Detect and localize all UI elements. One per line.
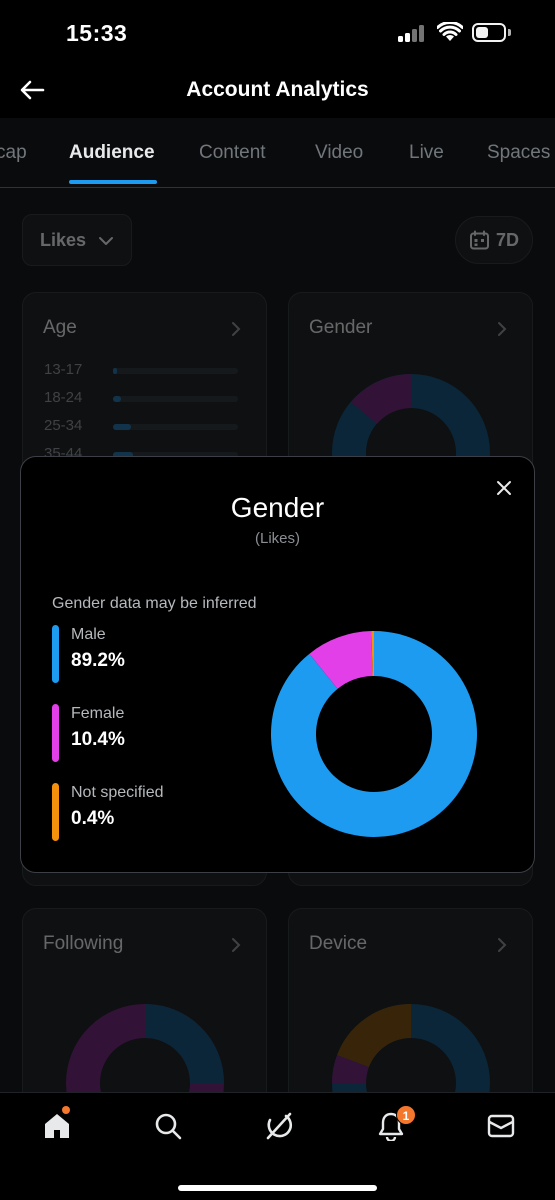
legend-label-female: Female [71, 705, 125, 722]
chevron-right-icon [498, 322, 507, 336]
age-row-bar [113, 424, 238, 430]
legend-label-not-specified: Not specified [71, 784, 164, 801]
home-icon[interactable] [42, 1111, 72, 1141]
gender-card-title: Gender [309, 317, 373, 338]
age-row-fill [113, 452, 133, 458]
app-header: Account Analytics [0, 62, 555, 118]
donut-slice-male [271, 631, 477, 837]
signal-icon [398, 24, 428, 42]
age-row-bar [113, 368, 238, 374]
legend-item-male: Male 89.2% [52, 625, 272, 683]
legend-swatch-not-specified [52, 783, 59, 841]
tab-audience[interactable]: Audience [69, 142, 155, 163]
home-indicator [178, 1185, 377, 1191]
age-row-bar [113, 396, 238, 402]
tab-live[interactable]: Live [409, 142, 444, 163]
tab-overview[interactable]: cap [0, 142, 27, 163]
notification-badge: 1 [396, 1105, 416, 1125]
status-time: 15:33 [66, 20, 128, 46]
date-range-button[interactable]: 7D [455, 216, 533, 264]
gender-modal: Gender (Likes) Gender data may be inferr… [20, 456, 535, 873]
legend-label-male: Male [71, 626, 106, 643]
metric-filter-button[interactable]: Likes [22, 214, 132, 266]
chevron-right-icon [232, 322, 241, 336]
following-card-title: Following [43, 933, 124, 954]
tab-spaces[interactable]: Spaces [487, 142, 551, 163]
grok-icon[interactable] [264, 1111, 294, 1141]
donut-slice-not-specified [371, 631, 374, 677]
age-row-label: 18-24 [44, 389, 83, 406]
tab-content[interactable]: Content [199, 142, 266, 163]
home-unread-dot [62, 1106, 70, 1114]
age-card-title: Age [43, 317, 77, 338]
gender-donut-chart [271, 631, 477, 837]
legend-item-not-specified: Not specified 0.4% [52, 783, 272, 841]
close-icon[interactable] [493, 477, 515, 499]
active-tab-indicator [69, 180, 157, 184]
age-row-fill [113, 424, 131, 430]
status-bar: 15:33 [0, 0, 555, 62]
donut-slice-female [309, 631, 373, 689]
inferred-note: Gender data may be inferred [52, 595, 257, 612]
page-title: Account Analytics [186, 78, 369, 101]
search-icon[interactable] [153, 1111, 183, 1141]
date-range-label: 7D [496, 230, 520, 250]
age-row-label: 13-17 [44, 361, 83, 378]
age-row-fill [113, 368, 117, 374]
legend-item-female: Female 10.4% [52, 704, 272, 762]
legend-value-male: 89.2% [71, 650, 125, 671]
legend-swatch-male [52, 625, 59, 683]
age-row-fill [113, 396, 121, 402]
legend-value-not-specified: 0.4% [71, 808, 115, 829]
chevron-down-icon [99, 237, 113, 245]
metric-filter-label: Likes [40, 230, 87, 250]
legend-value-female: 10.4% [71, 729, 125, 750]
chevron-right-icon [498, 938, 507, 952]
legend-swatch-female [52, 704, 59, 762]
age-row-bar [113, 452, 238, 458]
age-row-label: 25-34 [44, 417, 83, 434]
tab-video[interactable]: Video [315, 142, 364, 163]
chevron-right-icon [232, 938, 241, 952]
battery-cap [508, 29, 511, 36]
wifi-icon [437, 22, 463, 41]
device-card-title: Device [309, 933, 368, 954]
calendar-icon [470, 230, 489, 250]
arrow-left-icon[interactable] [18, 76, 46, 104]
modal-subtitle: (Likes) [254, 530, 300, 547]
battery-icon [472, 23, 506, 42]
tab-bar: cap Audience Content Video Live Spaces [0, 118, 555, 188]
bottom-nav: 1 [0, 1092, 555, 1200]
mail-icon[interactable] [486, 1111, 516, 1141]
modal-title: Gender [230, 492, 325, 523]
